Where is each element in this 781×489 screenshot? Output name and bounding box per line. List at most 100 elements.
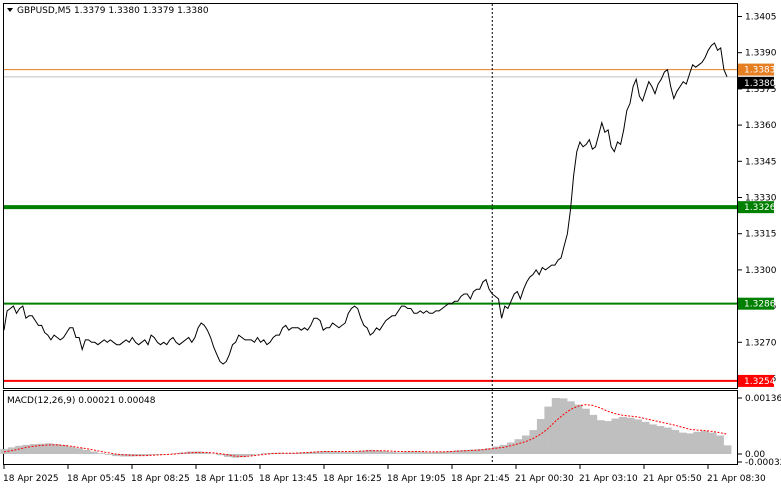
price-tick-label: 1.3405 <box>745 13 777 23</box>
macd-histogram-bar <box>45 443 54 454</box>
price-tick-label: 1.3270 <box>745 338 777 348</box>
symbol-title: GBPUSD,M5 1.3379 1.3380 1.3379 1.3380 <box>17 6 209 16</box>
macd-panel-frame <box>3 390 738 465</box>
macd-histogram-bar <box>574 404 583 454</box>
macd-histogram-bar <box>417 451 426 454</box>
macd-histogram-bar <box>283 453 292 454</box>
macd-histogram-bar <box>216 454 225 456</box>
macd-histogram-bar <box>604 421 613 454</box>
macd-histogram-bar <box>305 451 314 454</box>
macd-histogram-bar <box>67 446 76 454</box>
macd-histogram-bar <box>291 452 300 454</box>
macd-histogram-bar <box>536 419 545 454</box>
macd-histogram-bar <box>149 454 158 455</box>
macd-histogram-bar <box>350 451 359 454</box>
macd-tick-label: 0.00136 <box>745 394 781 404</box>
time-tick-label: 21 Apr 03:10 <box>579 474 638 484</box>
macd-histogram-bar <box>74 448 83 454</box>
level-tag <box>738 374 774 387</box>
time-tick-label: 21 Apr 08:30 <box>707 474 766 484</box>
macd-histogram-bar <box>410 451 419 454</box>
macd-histogram-bar <box>186 451 195 454</box>
macd-histogram-bar <box>127 454 136 457</box>
macd-tick-label: -0.00032 <box>745 458 781 468</box>
macd-histogram-bar <box>343 451 352 454</box>
macd-histogram-bar <box>663 427 672 454</box>
macd-histogram-bar <box>447 451 456 454</box>
macd-histogram-bar <box>402 451 411 454</box>
macd-histogram-bar <box>201 452 210 454</box>
macd-tick-label: 0.00 <box>745 450 765 460</box>
macd-histogram-bar <box>298 452 307 454</box>
level-tag <box>738 297 774 310</box>
macd-title: MACD(12,26,9) 0.00021 0.00048 <box>7 396 156 406</box>
macd-histogram-bar <box>261 453 270 454</box>
macd-histogram-bar <box>425 452 434 454</box>
level-tag-label: 1.3286 <box>744 300 776 310</box>
time-tick-label: 18 Apr 11:05 <box>195 474 254 484</box>
macd-histogram-bar <box>231 454 240 458</box>
macd-histogram-bar <box>611 418 620 454</box>
macd-histogram-bar <box>134 454 143 457</box>
time-tick-label: 21 Apr 05:50 <box>643 474 702 484</box>
macd-histogram-bar <box>559 398 568 454</box>
current-price-tag <box>738 76 774 89</box>
time-tick-label: 18 Apr 2025 <box>3 474 59 484</box>
macd-histogram-bar <box>678 432 687 454</box>
macd-histogram-bar <box>708 432 717 454</box>
macd-histogram-bar <box>52 444 61 454</box>
macd-histogram-bar <box>589 414 598 454</box>
macd-histogram-bar <box>238 454 247 458</box>
macd-histogram-bar <box>97 453 106 454</box>
macd-histogram-bar <box>156 454 165 455</box>
macd-histogram-bar <box>141 454 150 456</box>
level-tag-label: 1.3383 <box>744 66 776 76</box>
macd-histogram-bar <box>693 431 702 454</box>
macd-histogram-bar <box>432 451 441 454</box>
macd-histogram-bar <box>15 445 24 454</box>
macd-histogram-bar <box>358 450 367 454</box>
time-tick-label: 18 Apr 13:45 <box>259 474 318 484</box>
macd-histogram-bar <box>223 454 232 457</box>
macd-histogram-bar <box>194 451 203 454</box>
macd-histogram-bar <box>723 445 732 454</box>
macd-histogram-bar <box>365 449 374 454</box>
macd-histogram-bar <box>529 430 538 454</box>
time-tick-label: 18 Apr 21:45 <box>451 474 510 484</box>
macd-histogram-bar <box>715 435 724 454</box>
price-panel-frame <box>3 3 738 389</box>
macd-histogram-bar <box>686 433 695 454</box>
price-tick-label: 1.3375 <box>745 85 777 95</box>
macd-histogram-bar <box>522 435 531 454</box>
macd-histogram-bar <box>656 426 665 454</box>
macd-histogram-bar <box>387 451 396 454</box>
symbol-header[interactable]: GBPUSD,M5 1.3379 1.3380 1.3379 1.3380 <box>7 6 209 16</box>
price-tick-label: 1.3315 <box>745 230 777 240</box>
macd-histogram-bar <box>596 420 605 454</box>
macd-histogram-bar <box>484 448 493 454</box>
macd-histogram-bar <box>581 408 590 454</box>
time-tick-label: 18 Apr 16:25 <box>323 474 382 484</box>
time-tick-label: 18 Apr 19:05 <box>387 474 446 484</box>
price-line <box>3 42 728 365</box>
macd-histogram-bar <box>626 417 635 454</box>
macd-histogram-bar <box>37 443 46 454</box>
chevron-down-icon[interactable] <box>7 8 13 12</box>
macd-histogram-bar <box>566 401 575 454</box>
macd-histogram-bar <box>544 406 553 454</box>
macd-histogram-bar <box>700 430 709 454</box>
macd-histogram-bar <box>59 444 68 454</box>
macd-histogram-bar <box>551 398 560 454</box>
time-tick-label: 18 Apr 05:45 <box>67 474 126 484</box>
macd-histogram-bar <box>30 444 39 454</box>
macd-histogram-bar <box>179 452 188 454</box>
macd-histogram-bar <box>112 454 121 457</box>
price-tick-label: 1.3360 <box>745 121 777 131</box>
level-tag-label: 1.3326 <box>744 203 776 213</box>
macd-histogram-bar <box>380 451 389 454</box>
macd-histogram-bar <box>641 421 650 454</box>
level-tag <box>738 63 774 76</box>
price-tick-label: 1.3330 <box>745 194 777 204</box>
macd-histogram-bar <box>648 424 657 454</box>
